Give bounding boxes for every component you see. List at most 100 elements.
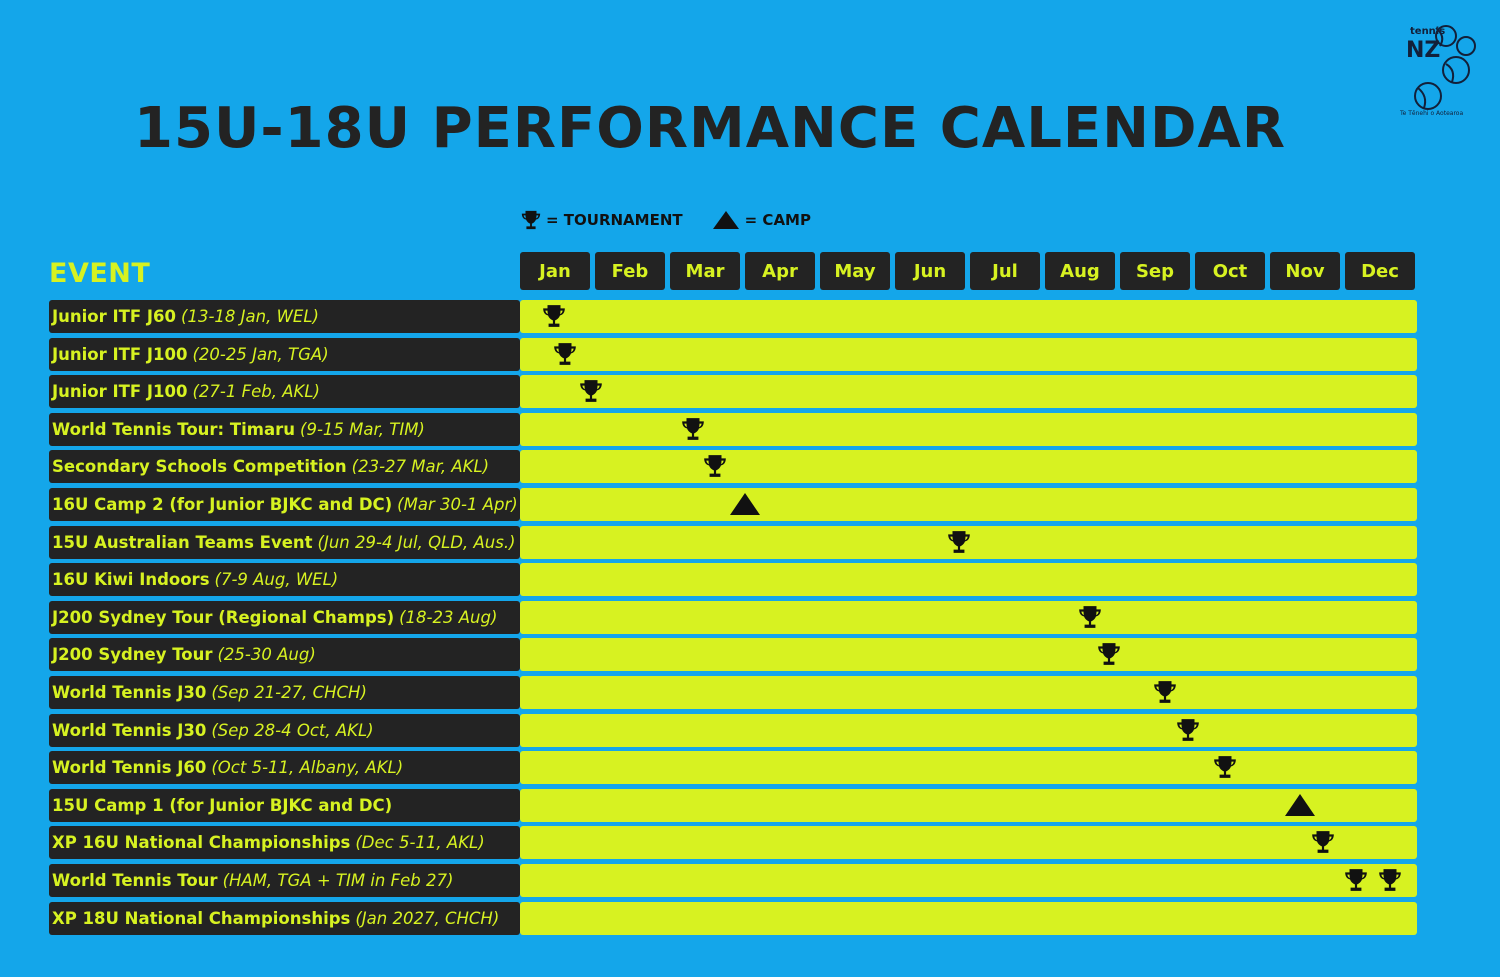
- tournament-marker-trophy-icon: [541, 303, 567, 333]
- triangle-icon: [712, 211, 739, 229]
- event-row: XP 18U National Championships (Jan 2027, …: [49, 901, 1417, 935]
- event-label: XP 16U National Championships (Dec 5-11, …: [49, 826, 520, 860]
- event-row: Secondary Schools Competition (23-27 Mar,…: [49, 450, 1417, 484]
- event-detail: (Jun 29-4 Jul, QLD, Aus.): [317, 532, 516, 552]
- tournament-marker-trophy-icon: [578, 378, 604, 408]
- event-detail: (Jan 2027, CHCH): [355, 908, 500, 928]
- event-row: 15U Camp 1 (for Junior BJKC and DC): [49, 788, 1417, 822]
- tournament-marker-trophy-icon: [946, 529, 972, 559]
- event-detail: (13-18 Jan, WEL): [181, 307, 319, 326]
- event-timeline-track: [520, 638, 1417, 672]
- event-name: 15U Camp 1 (for Junior BJKC and DC): [52, 795, 393, 815]
- event-label: World Tennis Tour: Timaru (9-15 Mar, TIM): [49, 412, 520, 446]
- event-name: 16U Camp 2 (for Junior BJKC and DC): [52, 495, 393, 514]
- event-name: Junior ITF J100: [52, 382, 188, 402]
- event-name: XP 18U National Championships: [52, 908, 351, 928]
- event-name: 16U Kiwi Indoors: [52, 570, 210, 590]
- tournament-marker-trophy-icon: [1077, 604, 1103, 634]
- event-detail: (Mar 30-1 Apr): [397, 495, 518, 514]
- event-label: 16U Camp 2 (for Junior BJKC and DC) (Mar …: [49, 488, 520, 521]
- event-label: 15U Camp 1 (for Junior BJKC and DC): [49, 788, 520, 822]
- event-label: World Tennis J30 (Sep 28-4 Oct, AKL): [49, 713, 520, 747]
- event-detail: (23-27 Mar, AKL): [351, 457, 490, 477]
- event-label: Junior ITF J100 (27-1 Feb, AKL): [49, 375, 520, 409]
- event-name: Secondary Schools Competition: [52, 457, 347, 477]
- event-timeline-track: [520, 525, 1417, 559]
- event-detail: (25-30 Aug): [217, 645, 316, 665]
- event-detail: (18-23 Aug): [399, 607, 498, 627]
- tournament-marker-trophy-icon: [552, 341, 578, 371]
- event-label: Secondary Schools Competition (23-27 Mar,…: [49, 450, 520, 484]
- event-detail: (7-9 Aug, WEL): [214, 570, 339, 590]
- event-detail: (9-15 Mar, TIM): [300, 419, 425, 439]
- event-detail: (Dec 5-11, AKL): [355, 833, 485, 853]
- event-row: World Tennis J30 (Sep 28-4 Oct, AKL): [49, 713, 1417, 747]
- event-timeline-track: [520, 488, 1417, 521]
- tournament-marker-trophy-icon: [702, 453, 728, 483]
- event-name: J200 Sydney Tour: [52, 645, 213, 665]
- tournament-marker-trophy-icon: [1175, 717, 1201, 747]
- event-timeline-track: [520, 864, 1417, 897]
- event-timeline-track: [520, 375, 1417, 409]
- event-label: World Tennis J60 (Oct 5-11, Albany, AKL): [49, 751, 520, 785]
- event-name: XP 16U National Championships: [52, 833, 351, 853]
- event-label: 15U Australian Teams Event (Jun 29-4 Jul,…: [49, 525, 520, 559]
- event-timeline-track: [520, 450, 1417, 484]
- month-apr: Apr: [745, 252, 815, 290]
- event-name: J200 Sydney Tour (Regional Champs): [52, 607, 395, 627]
- event-label: J200 Sydney Tour (Regional Champs) (18-23…: [49, 600, 520, 634]
- month-sep: Sep: [1120, 252, 1190, 290]
- tournament-marker-trophy-icon: [1096, 641, 1122, 671]
- event-row: 16U Kiwi Indoors (7-9 Aug, WEL): [49, 563, 1417, 597]
- legend-camp: = CAMP: [711, 209, 811, 231]
- month-header: Jan Feb Mar Apr May Jun Jul Aug Sep Oct Nov Dec: [520, 252, 1417, 290]
- event-timeline-track: [520, 563, 1417, 597]
- month-nov: Nov: [1270, 252, 1340, 290]
- camp-marker-triangle-icon: [1283, 792, 1317, 822]
- event-detail: (27-1 Feb, AKL): [192, 382, 320, 402]
- event-row: World Tennis Tour (HAM, TGA + TIM in Feb …: [49, 864, 1417, 897]
- logo-tennis-text: tennis: [1410, 26, 1446, 37]
- event-row: XP 16U National Championships (Dec 5-11, …: [49, 826, 1417, 860]
- event-timeline-track: [520, 713, 1417, 747]
- event-column-heading: EVENT: [49, 258, 151, 289]
- event-name: 15U Australian Teams Event: [52, 532, 313, 552]
- event-detail: (Oct 5-11, Albany, AKL): [211, 758, 404, 778]
- event-row: World Tennis J60 (Oct 5-11, Albany, AKL): [49, 751, 1417, 785]
- event-label: XP 18U National Championships (Jan 2027, …: [49, 901, 520, 935]
- event-name: World Tennis Tour: [52, 871, 218, 890]
- event-detail: (HAM, TGA + TIM in Feb 27): [222, 871, 454, 890]
- camp-marker-triangle-icon: [728, 491, 762, 521]
- event-detail: (Sep 21-27, CHCH): [211, 683, 367, 702]
- event-timeline-track: [520, 337, 1417, 371]
- tournament-marker-trophy-icon: [1343, 867, 1369, 897]
- tournament-marker-trophy-icon: [680, 416, 706, 446]
- tournament-marker-trophy-icon: [1310, 829, 1336, 859]
- month-feb: Feb: [595, 252, 665, 290]
- event-label: World Tennis J30 (Sep 21-27, CHCH): [49, 676, 520, 709]
- legend-tournament-label: = TOURNAMENT: [546, 211, 683, 229]
- event-row: J200 Sydney Tour (Regional Champs) (18-23…: [49, 600, 1417, 634]
- legend-tournament: = TOURNAMENT: [520, 209, 683, 231]
- tennis-balls-icon: [1414, 25, 1476, 110]
- event-label: World Tennis Tour (HAM, TGA + TIM in Feb …: [49, 864, 520, 897]
- event-timeline-track: [520, 826, 1417, 860]
- tournament-marker-trophy-icon: [1212, 754, 1238, 784]
- month-aug: Aug: [1045, 252, 1115, 290]
- event-timeline-track: [520, 788, 1417, 822]
- tournament-marker-trophy-icon: [1152, 679, 1178, 709]
- month-jul: Jul: [970, 252, 1040, 290]
- event-name: Junior ITF J100: [52, 344, 188, 364]
- event-detail: (20-25 Jan, TGA): [192, 344, 329, 364]
- event-timeline-track: [520, 412, 1417, 446]
- event-timeline-track: [520, 676, 1417, 709]
- month-may: May: [820, 252, 890, 290]
- event-name: World Tennis Tour: Timaru: [52, 419, 296, 439]
- logo-nz-text: NZ: [1406, 38, 1441, 63]
- event-row: 15U Australian Teams Event (Jun 29-4 Jul,…: [49, 525, 1417, 559]
- event-row: 16U Camp 2 (for Junior BJKC and DC) (Mar …: [49, 488, 1417, 521]
- tournament-marker-trophy-icon: [1377, 867, 1403, 897]
- event-row: Junior ITF J60 (13-18 Jan, WEL): [49, 300, 1417, 333]
- event-timeline-track: [520, 600, 1417, 634]
- event-row: Junior ITF J100 (27-1 Feb, AKL): [49, 375, 1417, 409]
